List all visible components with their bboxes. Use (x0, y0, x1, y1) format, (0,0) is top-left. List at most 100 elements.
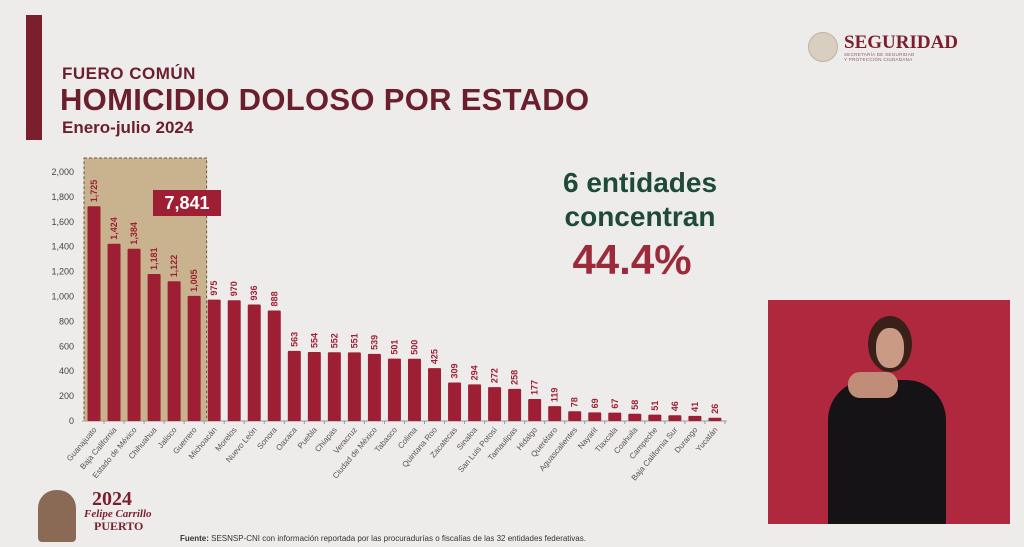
bar-campeche (648, 414, 662, 421)
y-tick-label: 400 (59, 366, 74, 376)
bar-baja-california-sur (668, 415, 682, 421)
bar-value-label: 46 (670, 401, 680, 411)
bar-value-label: 551 (349, 333, 359, 348)
bar-value-label: 539 (369, 335, 379, 350)
bar-chart: 0 200 400 600 800 1,000 1,200 1,400 1,600 1,800 2,… (51, 157, 727, 482)
bar-value-label: 294 (470, 365, 480, 380)
bar-puebla (307, 352, 321, 421)
category-label: Yucatán (694, 426, 719, 454)
y-tick-label: 600 (59, 341, 74, 351)
bar-value-label: 563 (289, 332, 299, 347)
bar-nuevo-león (247, 304, 261, 421)
bar-tabasco (387, 358, 401, 421)
bar-yucatán (708, 417, 722, 421)
y-tick-label: 1,400 (51, 242, 74, 252)
sign-language-interpreter-video (768, 300, 1010, 524)
bar-colima (407, 358, 421, 421)
logo-title: SEGURIDAD (844, 31, 959, 53)
bar-value-label: 67 (610, 399, 620, 409)
portrait-image (38, 490, 76, 542)
y-tick-label: 200 (59, 391, 74, 401)
bar-value-label: 554 (309, 333, 319, 348)
bar-tlaxcala (608, 412, 622, 421)
bar-zacatecas (448, 382, 462, 421)
bar-value-label: 425 (430, 349, 440, 364)
bar-value-label: 1,181 (149, 247, 159, 270)
bar-quintana-roo (428, 368, 442, 421)
bar-value-label: 272 (490, 368, 500, 383)
source-note: Fuente: SESNSP-CNI con información repor… (180, 534, 586, 543)
bar-value-label: 1,384 (129, 222, 139, 245)
interpreter-body (828, 380, 946, 524)
bar-chihuahua (147, 273, 161, 421)
logo-surname: PUERTO (94, 519, 144, 533)
highlight-total-label: 7,841 (164, 193, 209, 213)
kpi-text: 6 entidades concentran (520, 166, 760, 234)
bar-estado-de-méxico (127, 248, 141, 421)
source-text: SESNSP-CNI con información reportada por… (208, 534, 586, 543)
bar-sinaloa (468, 384, 482, 421)
y-tick-label: 1,000 (51, 292, 74, 302)
bar-baja-california (107, 243, 121, 421)
logo-subtitle-1: SECRETARÍA DE SEGURIDAD (844, 51, 915, 57)
bar-nayarit (588, 412, 602, 421)
bar-oaxaca (287, 350, 301, 421)
bar-morelos (227, 300, 241, 421)
y-tick-label: 1,800 (51, 192, 74, 202)
bar-value-label: 936 (249, 285, 259, 300)
bar-value-label: 1,725 (89, 180, 99, 203)
bar-value-label: 309 (450, 363, 460, 378)
y-tick-label: 1,200 (51, 267, 74, 277)
y-tick-label: 1,600 (51, 217, 74, 227)
bar-hidalgo (528, 398, 542, 421)
coat-of-arms-icon (808, 32, 838, 62)
bar-value-label: 970 (229, 281, 239, 296)
seguridad-logo: SEGURIDAD SECRETARÍA DE SEGURIDAD Y PROT… (808, 32, 958, 62)
bar-veracruz (347, 352, 361, 421)
bar-guanajuato (87, 206, 101, 421)
category-label: Oaxaca (274, 425, 299, 452)
bar-jalisco (167, 281, 181, 421)
interpreter-face (876, 328, 904, 368)
y-tick-label: 0 (69, 416, 74, 426)
bar-chiapas (327, 352, 341, 421)
kpi-line1: 6 entidades (562, 167, 718, 198)
bar-coahuila (628, 413, 642, 421)
bar-guerrero (187, 295, 201, 421)
bar-value-label: 177 (530, 380, 540, 395)
period: Enero-julio 2024 (62, 118, 194, 137)
bar-value-label: 500 (409, 340, 419, 355)
page-title: HOMICIDIO DOLOSO POR ESTADO (60, 82, 590, 117)
bar-value-label: 552 (329, 333, 339, 348)
bar-value-label: 258 (510, 370, 520, 385)
bar-value-label: 26 (710, 404, 720, 414)
bar-value-label: 501 (389, 340, 399, 355)
category-label: Tabasco (373, 425, 399, 454)
felipe-carrillo-puerto-logo: 2024 Felipe Carrillo PUERTO (36, 488, 152, 544)
bar-value-label: 975 (209, 281, 219, 296)
y-tick-label: 800 (59, 316, 74, 326)
bar-value-label: 41 (690, 402, 700, 412)
logo-name: Felipe Carrillo (84, 508, 152, 520)
accent-bar (26, 15, 42, 140)
bar-ciudad-de-méxico (367, 353, 381, 421)
kicker: FUERO COMÚN (62, 64, 196, 83)
bar-michoacán (207, 299, 221, 421)
kpi-percent: 44.4% (572, 236, 692, 283)
logo-year: 2024 (92, 488, 132, 510)
bar-durango (688, 415, 702, 421)
bar-value-label: 51 (650, 401, 660, 411)
bar-value-label: 69 (590, 398, 600, 408)
bar-value-label: 1,424 (109, 217, 119, 240)
interpreter-hands (848, 372, 898, 398)
bar-querétaro (548, 406, 562, 421)
bar-value-label: 78 (570, 397, 580, 407)
bar-value-label: 119 (550, 388, 560, 403)
logo-subtitle-2: Y PROTECCIÓN CIUDADANA (844, 56, 913, 62)
source-label: Fuente: (180, 534, 209, 543)
bar-value-label: 888 (269, 291, 279, 306)
bar-aguascalientes (568, 411, 582, 421)
y-tick-label: 2,000 (51, 167, 74, 177)
bar-sonora (267, 310, 281, 421)
bar-san-luis-potosí (488, 387, 502, 421)
